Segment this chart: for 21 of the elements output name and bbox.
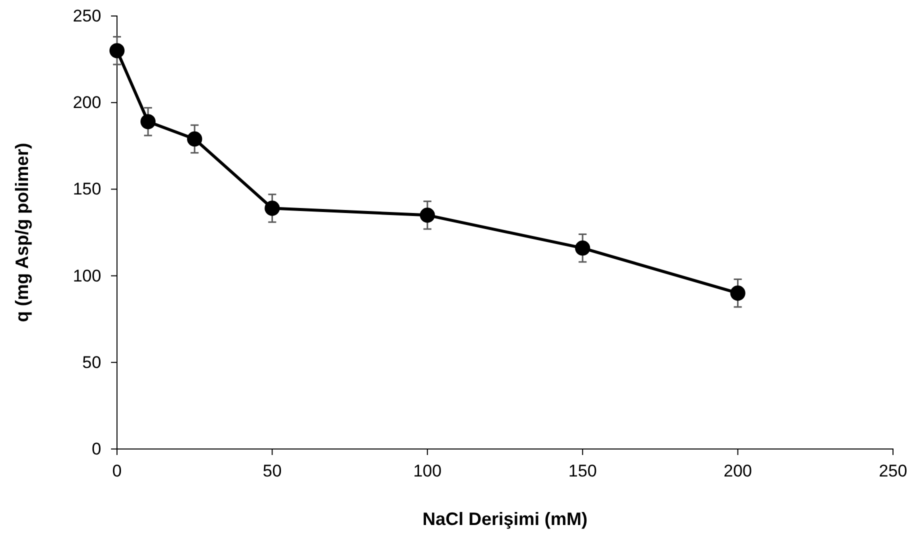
y-axis-title: q (mg Asp/g polimer) (12, 142, 32, 322)
point (264, 200, 280, 216)
y-tick-label: 150 (72, 180, 102, 199)
x-axis-title: NaCl Derişimi (mM) (422, 509, 588, 529)
x-tick-label: 150 (568, 462, 597, 481)
point (187, 131, 202, 147)
x-tick-label: 250 (878, 462, 908, 481)
point (109, 43, 125, 58)
x-tick-label: 50 (262, 462, 282, 481)
y-tick-label: 200 (72, 93, 102, 112)
y-tick-label: 100 (72, 266, 102, 286)
x-tick-label: 0 (112, 462, 122, 481)
y-tick-label: 0 (92, 439, 102, 458)
y-tick-label: 250 (72, 6, 102, 26)
x-tick-label: 200 (724, 462, 752, 481)
point (140, 114, 156, 130)
y-tick-label: 50 (82, 352, 102, 372)
point (575, 240, 590, 256)
x-tick-label: 100 (413, 462, 442, 481)
point (420, 208, 435, 223)
point (730, 286, 746, 301)
